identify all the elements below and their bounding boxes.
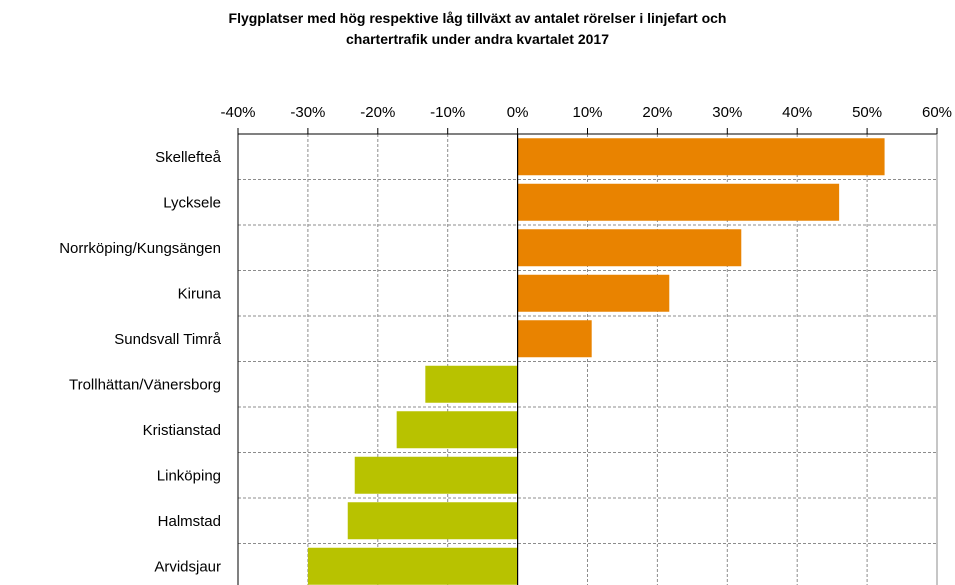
category-label: Sundsvall Timrå bbox=[114, 331, 221, 348]
category-label: Arvidsjaur bbox=[154, 558, 221, 575]
category-label: Linköping bbox=[157, 467, 221, 484]
bar-sundsvall-timrå bbox=[517, 320, 592, 358]
bar-norrköping-kungsängen bbox=[517, 229, 742, 267]
x-tick-label: 20% bbox=[642, 104, 672, 121]
bar-linköping bbox=[354, 456, 518, 494]
x-tick-label: 40% bbox=[782, 104, 812, 121]
chart-title-line-1: Flygplatser med hög respektive låg tillv… bbox=[228, 10, 727, 26]
x-tick-label: 30% bbox=[712, 104, 742, 121]
category-label: Kiruna bbox=[178, 285, 222, 302]
bars-layer bbox=[307, 138, 885, 585]
x-tick-label: -20% bbox=[360, 104, 395, 121]
x-tick-label: 50% bbox=[852, 104, 882, 121]
category-labels: Skellefteå Lycksele Norrköping/Kungsängen K… bbox=[59, 149, 221, 576]
category-label: Halmstad bbox=[158, 513, 221, 530]
chart-title: Flygplatser med hög respektive låg tillv… bbox=[0, 8, 955, 50]
bar-arvidsjaur bbox=[307, 547, 518, 585]
category-label: Lycksele bbox=[163, 194, 221, 211]
bar-kiruna bbox=[517, 274, 670, 312]
category-label: Kristianstad bbox=[143, 422, 221, 439]
bar-lycksele bbox=[517, 183, 840, 221]
x-tick-label: -40% bbox=[220, 104, 255, 121]
x-tick-label: 0% bbox=[507, 104, 529, 121]
x-tick-label: -30% bbox=[290, 104, 325, 121]
x-tick-labels: -40% -30% -20% -10% 0% 10% 20% 30% 40% 50% 60% bbox=[220, 104, 952, 121]
category-label: Norrköping/Kungsängen bbox=[59, 240, 221, 257]
category-label: Trollhättan/Vänersborg bbox=[69, 376, 221, 393]
axis-layer bbox=[237, 128, 938, 585]
bar-skellefteå bbox=[517, 138, 885, 176]
x-tick-label: -10% bbox=[430, 104, 465, 121]
chart-title-line-2: chartertrafik under andra kvartalet 2017 bbox=[345, 31, 609, 47]
category-label: Skellefteå bbox=[155, 149, 222, 166]
x-tick-label: 60% bbox=[922, 104, 952, 121]
bar-trollhättan-vänersborg bbox=[425, 365, 518, 403]
x-tick-label: 10% bbox=[572, 104, 602, 121]
bar-kristianstad bbox=[396, 411, 518, 449]
bar-halmstad bbox=[347, 502, 518, 540]
